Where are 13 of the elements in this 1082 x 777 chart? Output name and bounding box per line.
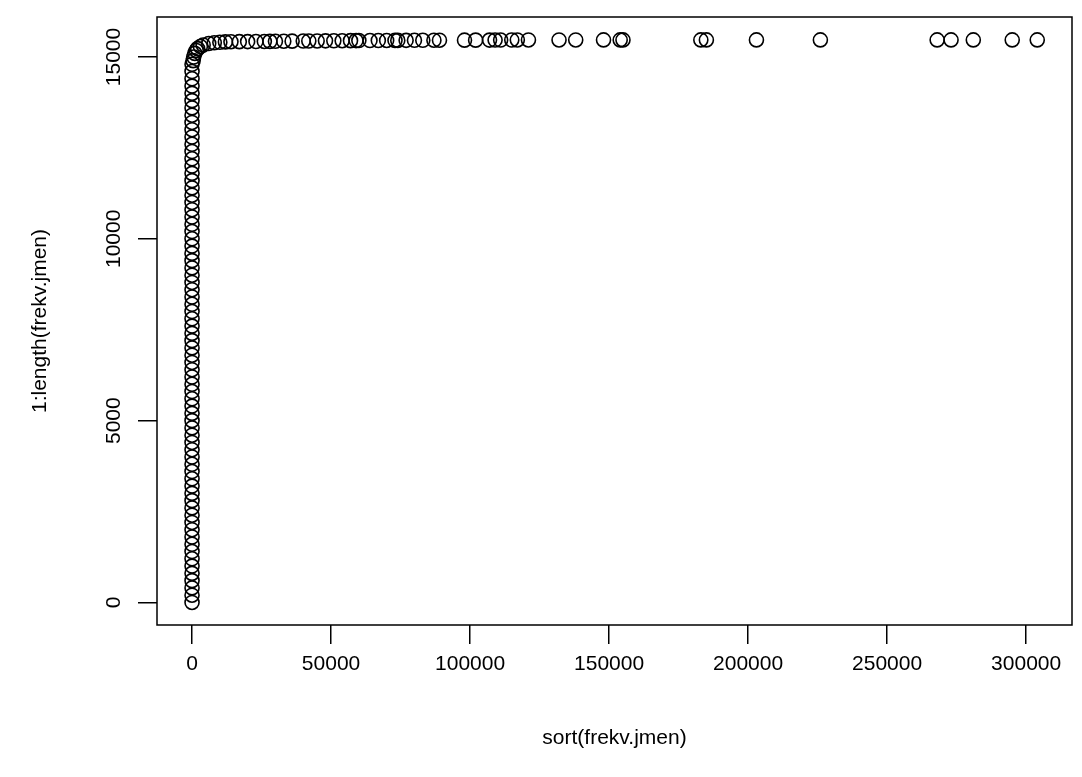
- x-tick-label: 100000: [435, 651, 506, 675]
- x-tick-label: 200000: [713, 651, 784, 675]
- y-tick-label: 15000: [100, 27, 124, 87]
- x-tick-label: 250000: [852, 651, 923, 675]
- x-tick-label: 150000: [574, 651, 645, 675]
- y-tick-label: 0: [100, 596, 124, 609]
- x-tick-label: 50000: [301, 651, 361, 675]
- y-tick-label: 5000: [100, 397, 124, 444]
- x-axis-title: sort(frekv.jmen): [542, 724, 687, 748]
- x-tick-label: 0: [186, 651, 198, 675]
- y-tick-label: 10000: [100, 209, 124, 269]
- x-tick-label: 300000: [991, 651, 1062, 675]
- y-axis-title: 1:length(frekv.jmen): [26, 228, 50, 414]
